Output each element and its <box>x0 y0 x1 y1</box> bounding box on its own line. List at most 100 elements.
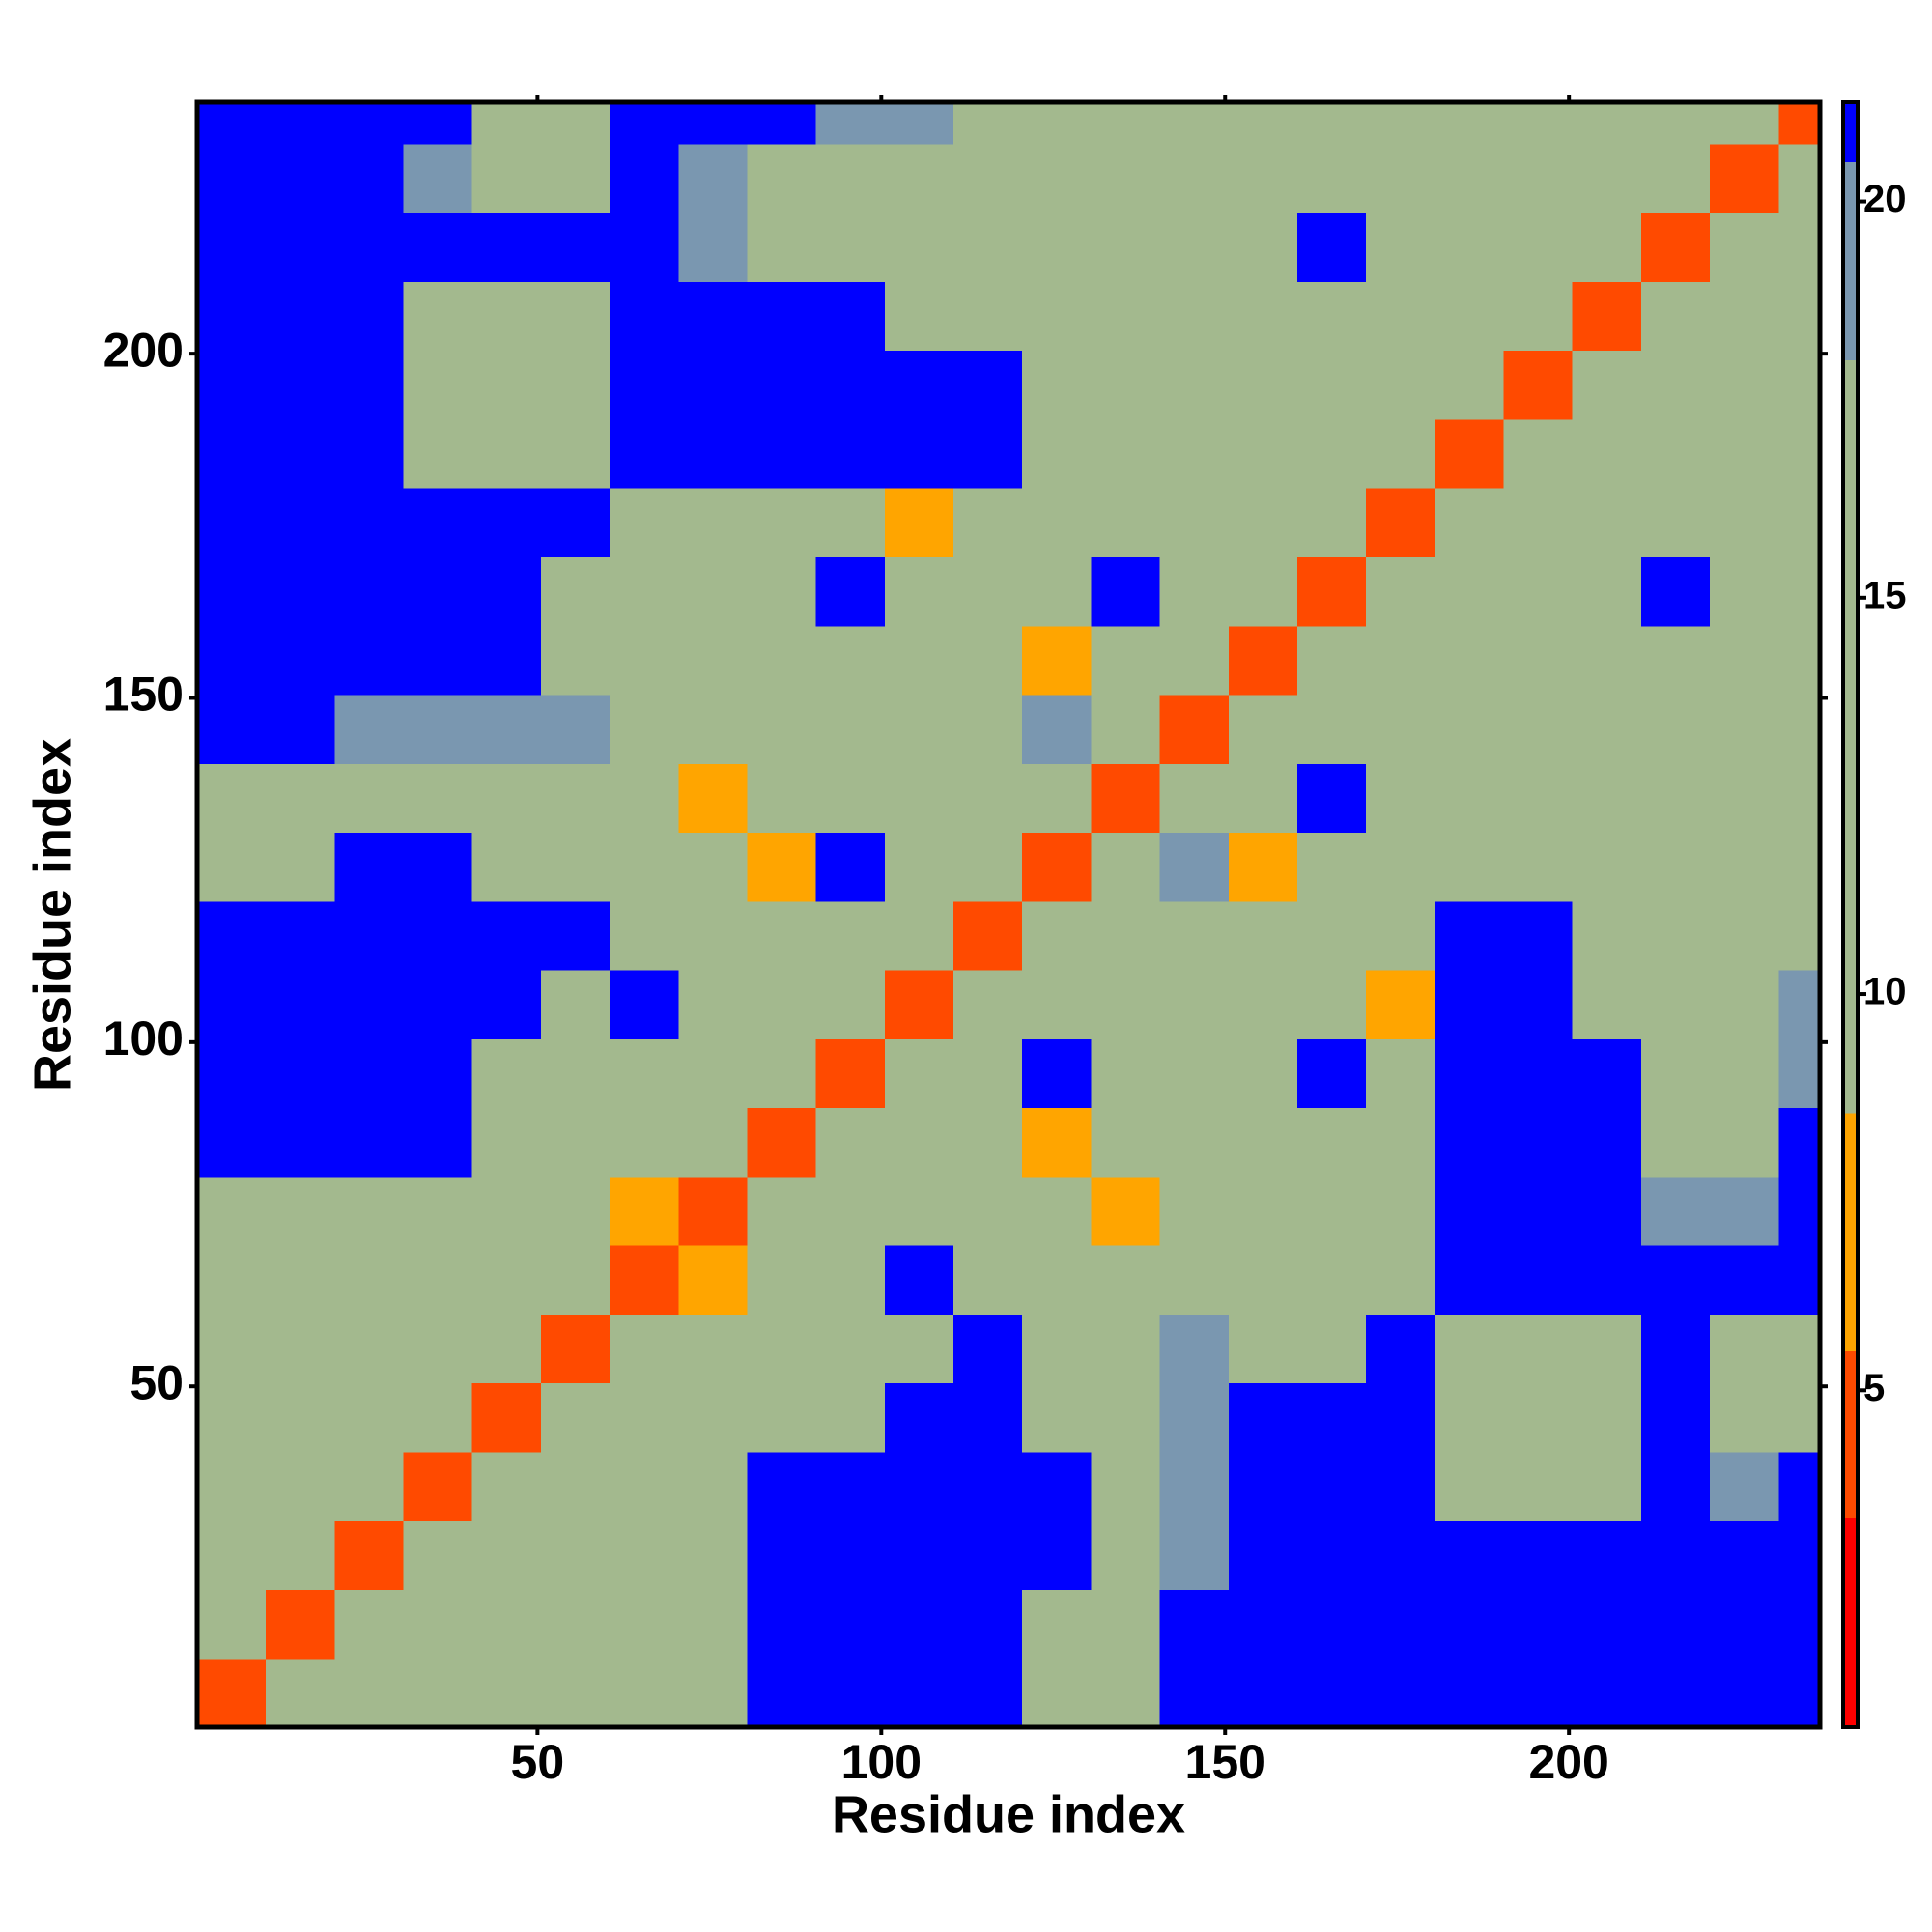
heatmap-cell <box>1091 1245 1161 1315</box>
heatmap-cell <box>403 1658 473 1728</box>
heatmap-cell <box>1503 143 1574 213</box>
heatmap-cell <box>403 1038 473 1109</box>
heatmap-cell <box>884 350 954 420</box>
heatmap-cell <box>1228 143 1298 213</box>
heatmap-cell <box>540 970 611 1039</box>
heatmap-cell <box>747 556 817 627</box>
heatmap-cell <box>953 1038 1023 1109</box>
heatmap-cell <box>1778 694 1821 764</box>
heatmap-cell <box>1296 488 1367 557</box>
heatmap-cell <box>197 900 267 971</box>
heatmap-cell <box>334 900 405 971</box>
heatmap-cell <box>1778 1520 1821 1591</box>
heatmap-cell <box>1435 1451 1505 1521</box>
x-axis-title: Residue index <box>832 1785 1185 1843</box>
heatmap-cell <box>197 213 267 282</box>
heatmap-cell <box>1228 213 1298 282</box>
heatmap-cell <box>1572 694 1642 764</box>
heatmap-cell <box>815 694 886 764</box>
heatmap-cell <box>815 625 886 696</box>
heatmap-cell <box>540 213 611 282</box>
heatmap-cell <box>747 694 817 764</box>
heatmap-cell <box>1640 488 1711 557</box>
heatmap-cell <box>1572 350 1642 420</box>
heatmap-cell <box>403 900 473 971</box>
heatmap-cell <box>1503 1038 1574 1109</box>
heatmap-cell <box>747 970 817 1039</box>
heatmap-cell <box>540 556 611 627</box>
heatmap-cell <box>197 1520 267 1591</box>
heatmap-cell <box>953 350 1023 420</box>
heatmap-cell <box>1778 556 1821 627</box>
heatmap-cell <box>1159 213 1230 282</box>
heatmap-cell <box>1710 102 1779 145</box>
heatmap-cell <box>1228 1107 1298 1178</box>
heatmap-cell <box>1091 1520 1161 1591</box>
heatmap-cell <box>953 1589 1023 1660</box>
heatmap-cell <box>953 900 1023 971</box>
y-tick-label: 100 <box>103 1011 184 1065</box>
heatmap-cell <box>197 1451 267 1521</box>
heatmap-cell <box>471 102 542 145</box>
heatmap-cell <box>1091 1658 1161 1728</box>
heatmap-cell <box>1710 418 1779 489</box>
heatmap-cell <box>1022 143 1093 213</box>
heatmap-cell <box>471 694 542 764</box>
heatmap-cell <box>610 418 679 489</box>
heatmap-cell <box>678 832 749 902</box>
heatmap-cell <box>884 763 954 834</box>
heatmap-cell <box>540 1107 611 1178</box>
heatmap-cell <box>1572 213 1642 282</box>
heatmap-cell <box>610 1451 679 1521</box>
heatmap-cell <box>1228 281 1298 352</box>
heatmap-cell <box>1640 1245 1711 1315</box>
heatmap-cell <box>1022 1589 1093 1660</box>
heatmap-cell <box>1366 832 1435 902</box>
heatmap-cell <box>1228 763 1298 834</box>
heatmap-cell <box>1296 350 1367 420</box>
heatmap-cell <box>1778 1245 1821 1315</box>
heatmap-cell <box>884 102 954 145</box>
heatmap-cell <box>1366 970 1435 1039</box>
heatmap-cell <box>1296 1176 1367 1246</box>
heatmap-cell <box>1572 143 1642 213</box>
heatmap-cell <box>815 1451 886 1521</box>
heatmap-cell <box>1091 1176 1161 1246</box>
heatmap-cell <box>540 281 611 352</box>
heatmap-cell <box>334 694 405 764</box>
heatmap-cell <box>1296 1589 1367 1660</box>
heatmap-cell <box>1503 213 1574 282</box>
heatmap-cell <box>540 1176 611 1246</box>
heatmap-cell <box>1366 143 1435 213</box>
heatmap-cell <box>1022 970 1093 1039</box>
heatmap-cell <box>610 143 679 213</box>
heatmap-cell <box>1091 102 1161 145</box>
heatmap-cell <box>1022 900 1093 971</box>
heatmap-cell <box>678 143 749 213</box>
heatmap-cell <box>1366 1038 1435 1109</box>
heatmap-cell <box>678 418 749 489</box>
heatmap-cell <box>1228 350 1298 420</box>
heatmap-cell <box>1503 1658 1574 1728</box>
heatmap-cell <box>197 763 267 834</box>
heatmap-cell <box>884 625 954 696</box>
heatmap-cell <box>747 625 817 696</box>
heatmap-cell <box>1159 1107 1230 1178</box>
heatmap-cell <box>1228 488 1298 557</box>
heatmap-cell <box>678 694 749 764</box>
heatmap-cell <box>1435 970 1505 1039</box>
heatmap-cell <box>884 1589 954 1660</box>
heatmap-cell <box>266 970 335 1039</box>
heatmap-cell <box>884 556 954 627</box>
heatmap-cell <box>1366 1382 1435 1453</box>
heatmap-cell <box>747 1314 817 1384</box>
heatmap-cell <box>266 281 335 352</box>
heatmap-cell <box>1159 143 1230 213</box>
heatmap-cell <box>540 1520 611 1591</box>
heatmap-cell <box>747 488 817 557</box>
heatmap-cell <box>1435 900 1505 971</box>
heatmap-cell <box>403 625 473 696</box>
heatmap-cell <box>1022 1382 1093 1453</box>
